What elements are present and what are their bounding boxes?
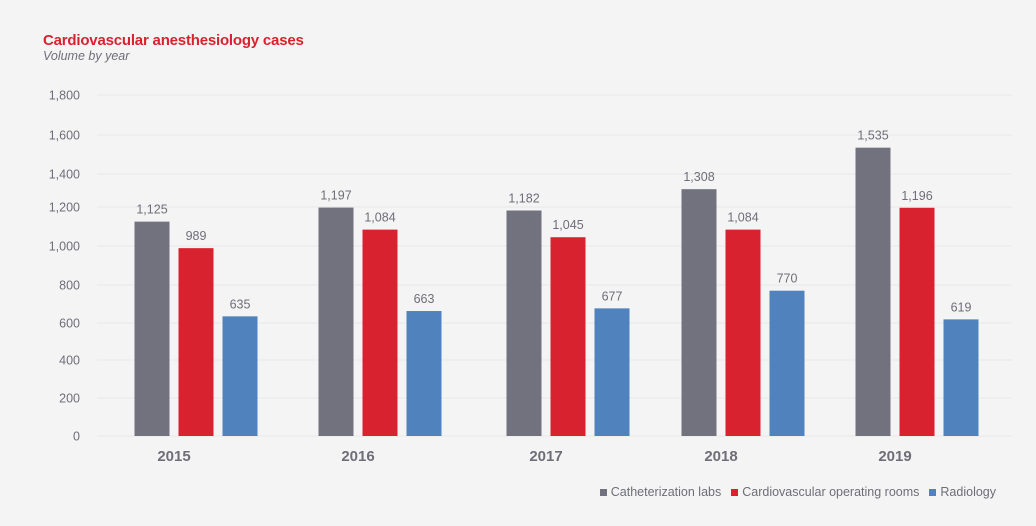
data-label: 635	[230, 297, 251, 311]
data-label: 1,045	[552, 218, 583, 232]
bar	[222, 316, 258, 436]
bar	[362, 229, 398, 436]
bar	[681, 189, 717, 436]
bar	[725, 229, 761, 436]
data-label: 1,308	[683, 170, 714, 184]
y-tick-label: 1,000	[49, 240, 80, 254]
bar	[178, 248, 214, 436]
y-axis: 0 200 400 600 800 1,000 1,200 1,400 1,600 1,800	[49, 89, 80, 444]
legend-item: Catheterization labs	[599, 485, 722, 499]
data-label: 1,084	[727, 211, 758, 225]
bars	[134, 147, 979, 437]
y-tick-label: 200	[59, 392, 80, 406]
y-tick-label: 600	[59, 317, 80, 331]
data-label: 989	[186, 229, 207, 243]
x-tick-label: 2015	[157, 448, 190, 465]
y-tick-label: 1,600	[49, 129, 80, 143]
legend-label: Cardiovascular operating rooms	[742, 485, 920, 499]
data-label: 1,125	[136, 203, 167, 217]
data-label: 619	[951, 300, 972, 314]
data-label: 1,196	[901, 189, 932, 203]
x-tick-label: 2017	[529, 448, 562, 465]
legend: Catheterization labs Cardiovascular opera…	[599, 485, 996, 499]
x-tick-label: 2019	[878, 448, 911, 465]
data-label: 663	[414, 292, 435, 306]
data-label: 1,535	[857, 129, 888, 143]
y-tick-label: 400	[59, 354, 80, 368]
y-tick-label: 0	[73, 430, 80, 444]
chart-subtitle: Volume by year	[43, 49, 130, 63]
data-label: 1,084	[364, 211, 395, 225]
legend-swatch	[731, 488, 739, 496]
y-tick-label: 1,800	[49, 89, 80, 103]
x-tick-label: 2018	[704, 448, 737, 465]
x-tick-label: 2016	[341, 448, 374, 465]
chart-title: Cardiovascular anesthesiology cases	[43, 32, 304, 49]
legend-label: Catheterization labs	[610, 485, 722, 499]
data-label: 677	[602, 289, 623, 303]
data-label: 770	[777, 272, 798, 286]
legend-item: Radiology	[929, 485, 996, 499]
data-label: 1,197	[320, 189, 351, 203]
bar	[594, 308, 630, 436]
data-label: 1,182	[508, 192, 539, 206]
x-axis: 2015 2016 2017 2018 2019	[157, 448, 911, 465]
y-tick-label: 1,200	[49, 201, 80, 215]
bar	[899, 207, 935, 436]
bar	[943, 319, 979, 436]
bar	[406, 311, 442, 436]
bar	[855, 147, 891, 437]
bar	[550, 237, 586, 436]
y-tick-label: 1,400	[49, 168, 80, 182]
bar	[134, 221, 170, 436]
legend-swatch	[929, 488, 937, 496]
legend-label: Radiology	[940, 485, 996, 499]
y-tick-label: 800	[59, 279, 80, 293]
bar	[318, 207, 354, 436]
bar	[769, 290, 805, 436]
legend-item: Cardiovascular operating rooms	[731, 485, 919, 499]
data-labels: 1,125 989 635 1,197 1,084 663 1,182 1,045 677 1,3…	[136, 129, 971, 315]
legend-swatch	[599, 488, 607, 496]
bar	[506, 210, 542, 436]
